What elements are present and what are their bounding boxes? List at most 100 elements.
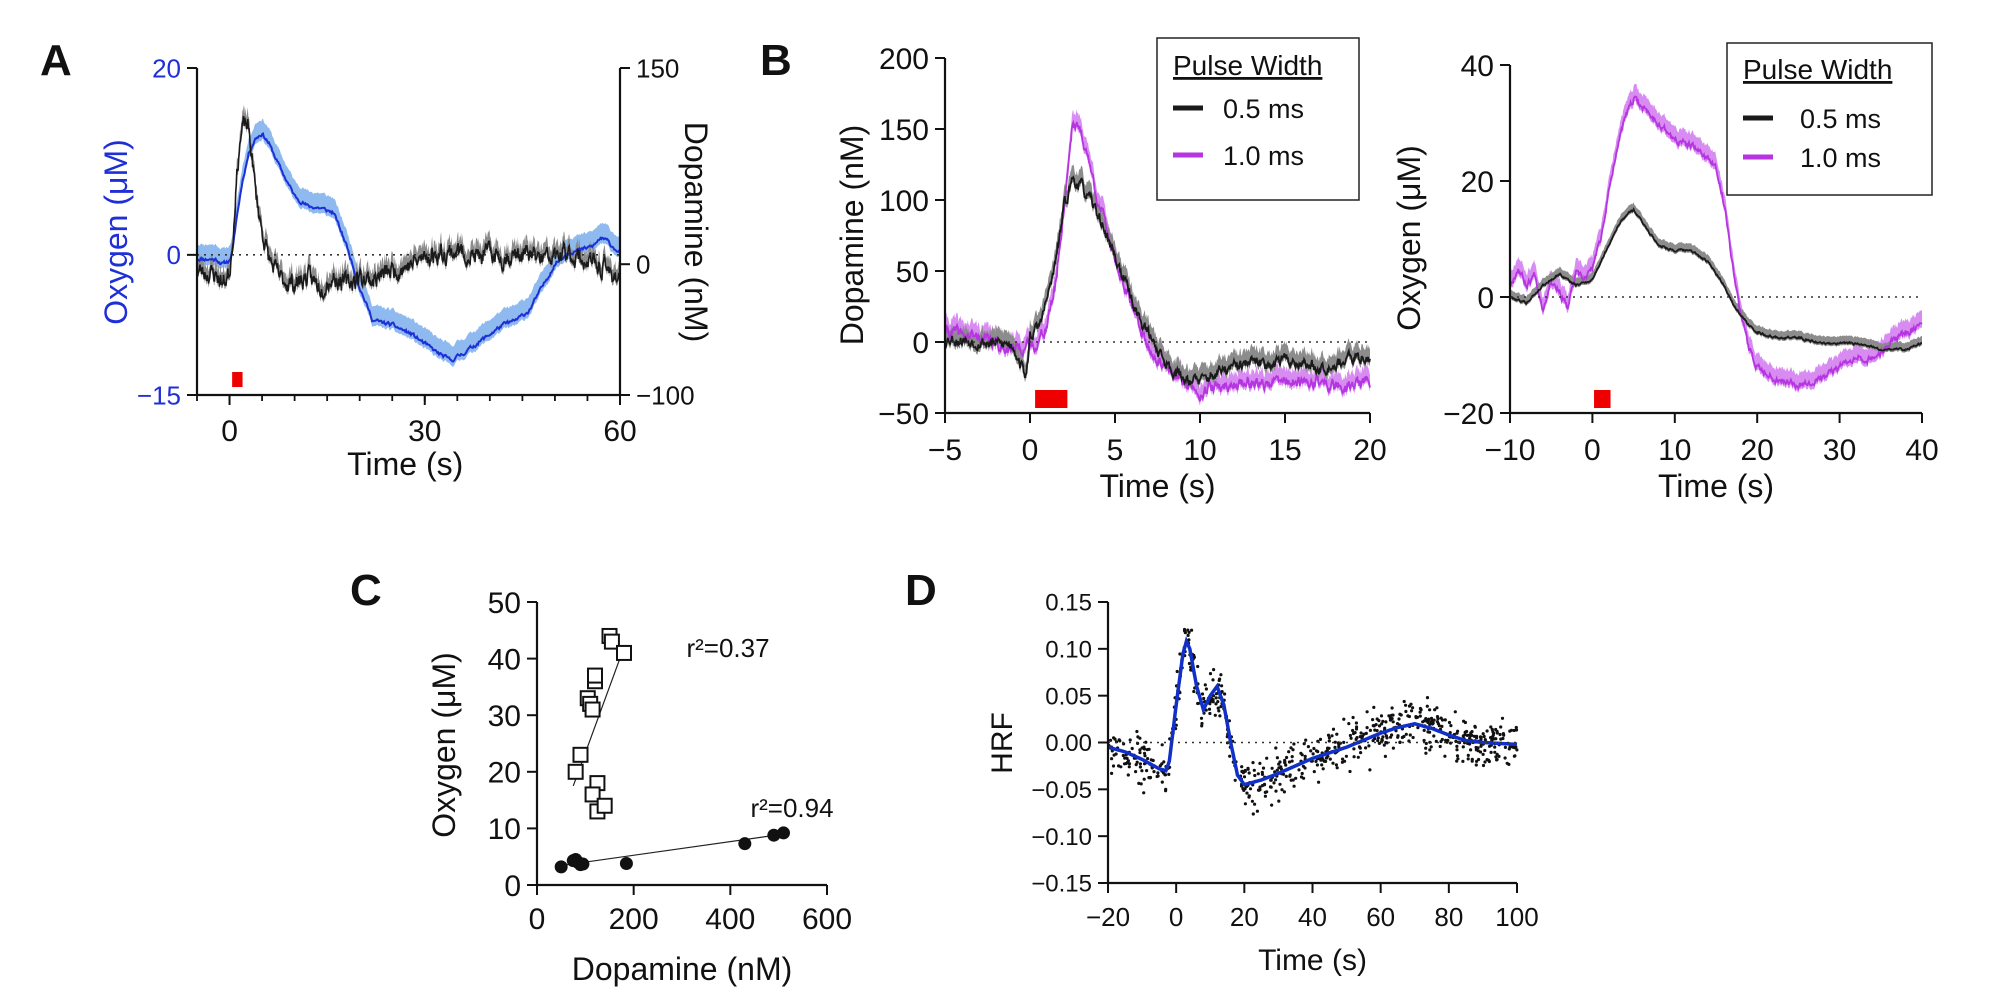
hrf-sample-point bbox=[1343, 759, 1347, 763]
hrf-fit-curve bbox=[1107, 636, 1518, 787]
y-tick-label: 0.00 bbox=[1045, 730, 1092, 757]
x-tick-label: 20 bbox=[1353, 434, 1386, 467]
hrf-sample-point bbox=[1147, 747, 1151, 751]
hrf-sample-point bbox=[1161, 771, 1166, 775]
hrf-sample-point bbox=[1418, 714, 1422, 718]
x-tick-label: 30 bbox=[408, 415, 441, 448]
axes bbox=[187, 57, 1923, 895]
panel-letter-d: D bbox=[905, 566, 937, 615]
hrf-sample-point bbox=[1425, 704, 1429, 708]
hrf-sample-point bbox=[1514, 725, 1518, 730]
hrf-sample-point bbox=[1463, 730, 1467, 734]
hrf-sample-point bbox=[1478, 735, 1483, 739]
pulse-1ms-line bbox=[1509, 95, 1923, 391]
hrf-sample-point bbox=[1473, 724, 1477, 728]
hrf-sample-point bbox=[1140, 746, 1144, 750]
hrf-sample-point bbox=[1125, 756, 1129, 761]
y-tick-label: −100 bbox=[636, 380, 695, 410]
pulse-05ms-band bbox=[945, 164, 1370, 390]
hrf-sample-point bbox=[1342, 740, 1346, 745]
hrf-sample-point bbox=[1217, 678, 1221, 683]
x-tick-label: 80 bbox=[1434, 902, 1463, 932]
x-tick-label: 400 bbox=[705, 903, 755, 936]
hrf-sample-point bbox=[1384, 720, 1388, 724]
hrf-sample-point bbox=[1428, 748, 1432, 752]
hrf-sample-point bbox=[1390, 717, 1394, 721]
hrf-sample-point bbox=[1334, 763, 1338, 767]
hrf-sample-point bbox=[1213, 713, 1217, 717]
scatter-point-circle bbox=[619, 856, 633, 870]
hrf-sample-point bbox=[1372, 705, 1376, 710]
hrf-sample-point bbox=[1292, 742, 1296, 746]
hrf-sample-point bbox=[1352, 747, 1356, 751]
hrf-sample-point bbox=[1212, 668, 1216, 672]
hrf-sample-point bbox=[1111, 764, 1116, 768]
hrf-sample-point bbox=[1371, 718, 1375, 722]
hrf-sample-point bbox=[1288, 774, 1292, 778]
hrf-sample-point bbox=[1128, 738, 1132, 742]
hrf-sample-point bbox=[1320, 763, 1324, 767]
hrf-sample-point bbox=[1126, 759, 1130, 763]
hrf-sample-point bbox=[1470, 730, 1474, 734]
hrf-sample-point bbox=[1395, 722, 1400, 726]
hrf-sample-point bbox=[1243, 802, 1247, 806]
hrf-sample-point bbox=[1399, 713, 1403, 717]
hrf-sample-point bbox=[1411, 706, 1415, 710]
hrf-sample-point bbox=[1112, 753, 1116, 757]
hrf-sample-point bbox=[1216, 700, 1220, 704]
hrf-sample-point bbox=[1463, 720, 1467, 725]
hrf-sample-point bbox=[1315, 763, 1319, 767]
hrf-sample-point bbox=[1134, 763, 1138, 767]
hrf-sample-point bbox=[1208, 711, 1212, 716]
hrf-sample-point bbox=[1337, 745, 1341, 749]
y-axis-label: Dopamine (nM) bbox=[834, 125, 870, 346]
hrf-sample-point bbox=[1443, 754, 1447, 758]
hrf-sample-point bbox=[1192, 689, 1196, 694]
hrf-sample-point bbox=[1300, 771, 1304, 776]
hrf-sample-point bbox=[1398, 740, 1402, 745]
hrf-sample-point bbox=[1483, 760, 1487, 764]
hrf-sample-point bbox=[1385, 741, 1389, 745]
hrf-sample-point bbox=[1272, 781, 1276, 785]
hrf-sample-point bbox=[1335, 766, 1339, 770]
x-tick-label: 100 bbox=[1495, 902, 1538, 932]
hrf-sample-point bbox=[1333, 740, 1337, 744]
hrf-sample-point bbox=[1274, 789, 1278, 793]
hrf-sample-point bbox=[1241, 771, 1245, 775]
hrf-sample-point bbox=[1433, 708, 1437, 712]
y-tick-label: 0.05 bbox=[1045, 683, 1092, 710]
legend-entry: 1.0 ms bbox=[1800, 143, 1881, 173]
hrf-sample-point bbox=[1110, 771, 1114, 776]
hrf-sample-point bbox=[1203, 683, 1207, 687]
hrf-sample-point bbox=[1126, 773, 1130, 777]
hrf-sample-point bbox=[1202, 696, 1206, 701]
hrf-sample-point bbox=[1463, 733, 1467, 737]
hrf-sample-point bbox=[1220, 684, 1224, 688]
hrf-sample-point bbox=[1422, 728, 1426, 733]
hrf-sample-point bbox=[1124, 761, 1128, 766]
hrf-sample-point bbox=[1410, 709, 1414, 713]
hrf-sample-point bbox=[1314, 759, 1318, 764]
hrf-sample-point bbox=[1262, 783, 1267, 787]
hrf-sample-point bbox=[1211, 700, 1215, 704]
hrf-sample-point bbox=[1422, 738, 1426, 743]
hrf-sample-point bbox=[1333, 745, 1337, 750]
r2-label-circles: r²=0.94 bbox=[750, 793, 833, 823]
hrf-sample-point bbox=[1289, 746, 1293, 750]
hrf-sample-point bbox=[1223, 692, 1227, 696]
hrf-sample-point bbox=[1211, 678, 1215, 682]
x-tick-label: 0 bbox=[1169, 902, 1183, 932]
hrf-sample-point bbox=[1477, 757, 1481, 762]
hrf-sample-point bbox=[1287, 750, 1291, 754]
y-tick-label: 0.10 bbox=[1045, 636, 1092, 663]
hrf-sample-point bbox=[1149, 758, 1153, 762]
hrf-sample-point bbox=[1142, 751, 1147, 755]
hrf-sample-point bbox=[1324, 756, 1328, 760]
hrf-sample-point bbox=[1109, 738, 1113, 742]
hrf-sample-point bbox=[1306, 745, 1310, 749]
hrf-sample-point bbox=[1160, 762, 1164, 766]
y-tick-label: 0 bbox=[912, 327, 929, 360]
y-tick-label: −50 bbox=[878, 398, 929, 431]
hrf-sample-point bbox=[1436, 717, 1440, 721]
